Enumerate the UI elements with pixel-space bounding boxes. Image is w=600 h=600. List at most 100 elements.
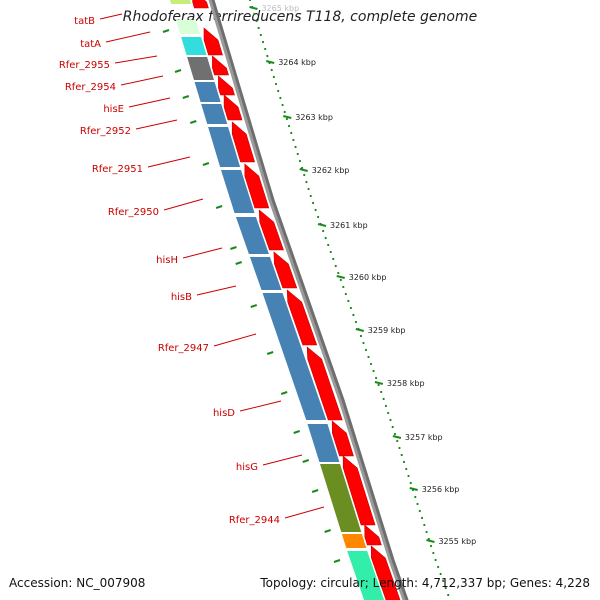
forward-gene[interactable] <box>203 27 223 56</box>
kbp-tick <box>317 223 327 227</box>
forward-gene[interactable] <box>223 94 243 121</box>
scale-dot <box>257 26 260 30</box>
scale-dot <box>283 110 286 114</box>
gene-tick <box>250 304 258 308</box>
label-leader <box>128 97 171 108</box>
gene-label-rfer-2947[interactable]: Rfer_2947 <box>158 343 209 354</box>
forward-gene[interactable] <box>286 289 318 346</box>
forward-gene[interactable] <box>370 545 404 600</box>
gene-label-hisg[interactable]: hisG <box>236 462 258 473</box>
gene-label-hisb[interactable]: hisB <box>171 292 192 303</box>
scale-dot <box>332 257 335 261</box>
backbone-line <box>208 0 406 600</box>
reverse-gene[interactable] <box>187 57 214 80</box>
gene-tick <box>215 205 223 209</box>
reverse-gene[interactable] <box>167 0 192 4</box>
gene-label-hisd[interactable]: hisD <box>213 408 235 419</box>
scale-dot <box>314 208 317 212</box>
forward-gene[interactable] <box>306 346 343 421</box>
label-leader <box>147 156 191 168</box>
reverse-gene[interactable] <box>249 257 282 290</box>
gene-tick <box>182 95 190 99</box>
gene-label-rfer-2944[interactable]: Rfer_2944 <box>229 515 280 526</box>
gene-label-rfer-2955[interactable]: Rfer_2955 <box>59 60 110 71</box>
topology-label: Topology: circular; Length: 4,712,337 bp… <box>260 576 590 590</box>
kbp-tick-label: 3257 kbp <box>405 433 443 442</box>
kbp-tick-label: 3261 kbp <box>330 221 368 230</box>
scale-dot <box>382 397 385 401</box>
scale-dot <box>402 460 406 464</box>
reverse-gene[interactable] <box>194 82 221 102</box>
reverse-gene[interactable] <box>307 424 340 462</box>
scale-dot <box>444 586 447 590</box>
scale-dot <box>393 432 397 436</box>
scale-dot <box>339 278 342 282</box>
scale-dot <box>432 551 435 555</box>
gene-tick <box>174 69 182 73</box>
gene-label-hise[interactable]: hisE <box>103 104 124 115</box>
scale-dot <box>296 152 299 156</box>
forward-gene[interactable] <box>231 121 256 163</box>
forward-gene[interactable] <box>342 455 376 526</box>
gene-tick <box>293 430 301 434</box>
reverse-gene[interactable] <box>320 464 362 532</box>
scale-dot <box>377 383 380 387</box>
gene-label-rfer-2951[interactable]: Rfer_2951 <box>92 164 143 175</box>
kbp-tick <box>283 115 292 119</box>
gene-label-rfer-2950[interactable]: Rfer_2950 <box>108 207 159 218</box>
gene-label-rfer-2954[interactable]: Rfer_2954 <box>65 82 116 93</box>
gene-label-tatb[interactable]: tatB <box>74 16 95 27</box>
scale-dot <box>405 467 408 471</box>
reverse-gene[interactable] <box>262 293 327 420</box>
scale-dot <box>279 96 282 100</box>
label-leader <box>196 285 237 296</box>
reverse-gene[interactable] <box>201 104 228 124</box>
scale-dot <box>409 481 412 485</box>
label-leader <box>114 55 158 64</box>
forward-gene[interactable] <box>364 524 382 546</box>
kbp-tick <box>336 275 345 279</box>
scale-dot <box>349 306 352 310</box>
forward-gene[interactable] <box>218 75 235 96</box>
scale-dot <box>437 565 440 569</box>
kbp-tick-label: 3255 kbp <box>438 537 476 546</box>
gene-tick <box>311 489 319 493</box>
scale-dot <box>334 264 337 268</box>
scale-dot <box>294 145 297 149</box>
scale-dot <box>442 579 445 583</box>
scale-dot <box>407 474 410 478</box>
scale-dot <box>309 194 312 198</box>
kbp-tick-label: 3256 kbp <box>422 485 460 494</box>
forward-gene[interactable] <box>212 55 229 76</box>
reverse-gene[interactable] <box>221 170 255 213</box>
scale-dot <box>255 19 258 23</box>
scale-dot <box>327 243 330 247</box>
scale-dot <box>364 348 368 352</box>
forward-gene[interactable] <box>273 251 298 289</box>
forward-gene[interactable] <box>244 163 270 209</box>
reverse-gene[interactable] <box>181 37 207 55</box>
backbone-line <box>211 0 409 600</box>
forward-gene[interactable] <box>331 420 354 457</box>
gene-label-rfer-2952[interactable]: Rfer_2952 <box>80 126 131 137</box>
scale-dot <box>303 173 306 177</box>
gene-label-hish[interactable]: hisH <box>156 255 178 266</box>
gene-tick <box>235 261 243 265</box>
reverse-gene[interactable] <box>341 534 367 548</box>
kbp-tick <box>409 487 418 491</box>
forward-gene[interactable] <box>192 0 209 9</box>
reverse-gene[interactable] <box>176 20 201 34</box>
scale-dot <box>277 89 280 93</box>
tick-labels: 3265 kbp 3264 kbp 3263 kbp 3262 kbp 3261 kbp… <box>261 4 476 546</box>
scale-dot <box>281 103 284 107</box>
kbp-tick <box>392 435 402 439</box>
reverse-gene[interactable] <box>347 551 388 600</box>
reverse-gene[interactable] <box>208 127 241 167</box>
gene-label-tata[interactable]: tatA <box>80 39 101 50</box>
kbp-tick-label: 3263 kbp <box>295 113 333 122</box>
scale-dot <box>439 572 442 576</box>
reverse-gene[interactable] <box>235 217 269 254</box>
scale-dot <box>274 82 278 86</box>
forward-gene[interactable] <box>258 209 284 251</box>
